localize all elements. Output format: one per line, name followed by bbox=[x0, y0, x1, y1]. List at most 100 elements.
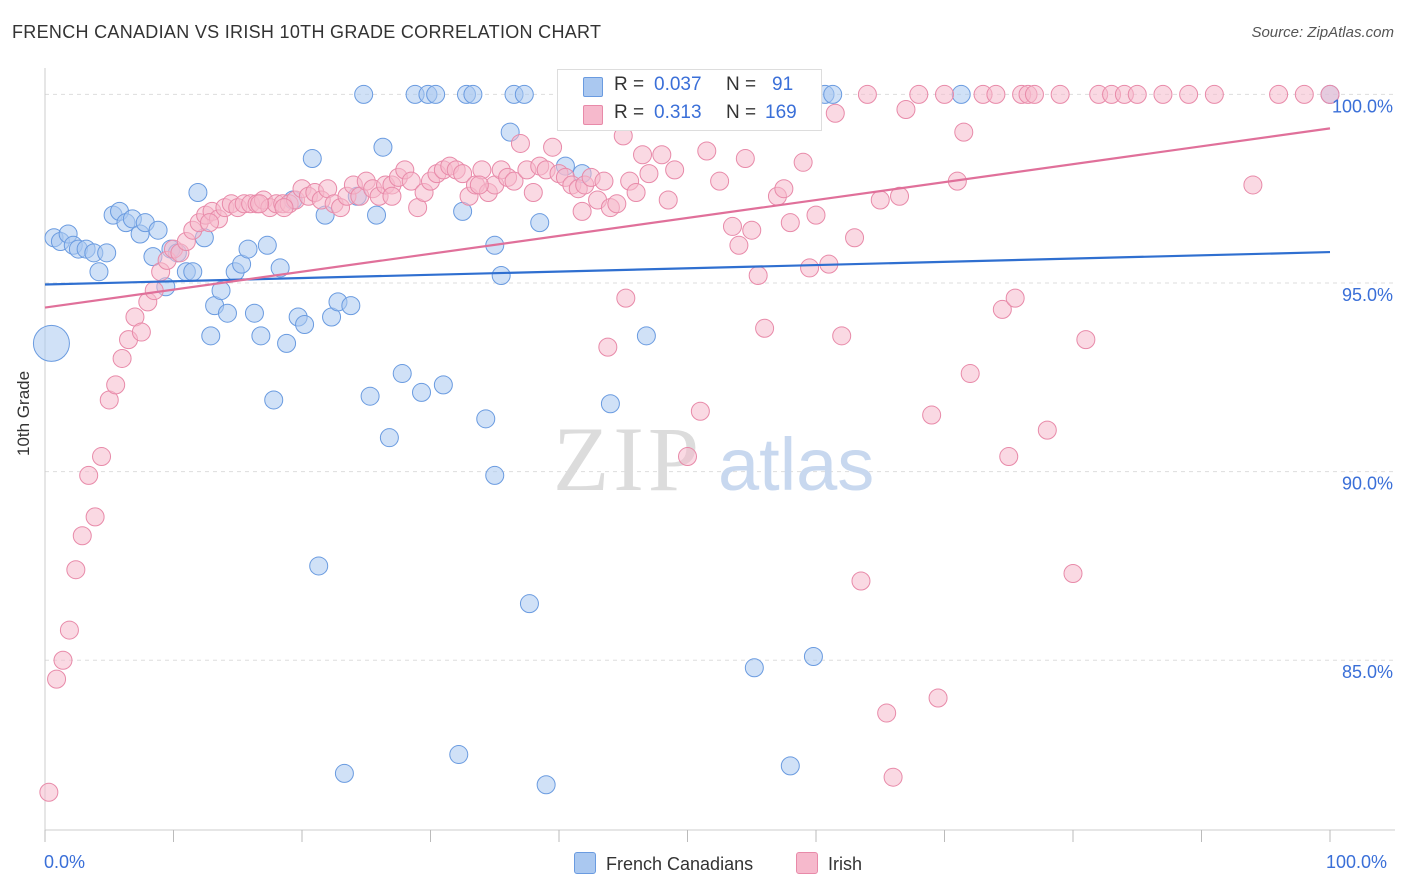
point-irish bbox=[793, 152, 813, 172]
y-tick-label: 90.0% bbox=[1342, 474, 1393, 494]
point-irish bbox=[401, 171, 421, 191]
point-french-canadians bbox=[426, 84, 446, 104]
point-irish bbox=[39, 782, 59, 802]
point-irish bbox=[1294, 84, 1314, 104]
point-french-canadians bbox=[744, 658, 764, 678]
point-irish bbox=[909, 84, 929, 104]
point-irish bbox=[639, 164, 659, 184]
point-irish bbox=[626, 182, 646, 202]
y-tick-label: 85.0% bbox=[1342, 662, 1393, 682]
point-french-canadians bbox=[412, 382, 432, 402]
y-tick-label: 95.0% bbox=[1342, 285, 1393, 305]
point-french-canadians bbox=[379, 428, 399, 448]
point-irish bbox=[92, 447, 112, 467]
legend-swatch-blue bbox=[574, 852, 596, 874]
point-irish bbox=[954, 122, 974, 142]
point-irish bbox=[806, 205, 826, 225]
point-french-canadians bbox=[463, 84, 483, 104]
point-french-canadians bbox=[217, 303, 237, 323]
point-french-canadians bbox=[530, 213, 550, 233]
point-irish bbox=[453, 164, 473, 184]
point-irish bbox=[896, 99, 916, 119]
point-french-canadians bbox=[433, 375, 453, 395]
x-tick-label-min: 0.0% bbox=[44, 852, 86, 872]
point-french-canadians bbox=[485, 465, 505, 485]
point-irish bbox=[935, 84, 954, 104]
point-irish bbox=[250, 194, 270, 214]
point-irish bbox=[382, 186, 402, 206]
point-irish bbox=[1153, 84, 1173, 104]
point-irish bbox=[857, 84, 877, 104]
point-irish bbox=[469, 175, 489, 195]
point-french-canadians bbox=[244, 303, 264, 323]
point-french-canadians bbox=[803, 646, 823, 666]
point-irish bbox=[1024, 84, 1044, 104]
point-irish bbox=[928, 688, 948, 708]
legend-item-french-canadians[interactable]: French Canadians bbox=[574, 852, 753, 875]
point-irish bbox=[616, 288, 636, 308]
series-irish bbox=[39, 84, 1340, 802]
chart-title: FRENCH CANADIAN VS IRISH 10TH GRADE CORR… bbox=[12, 22, 602, 42]
point-french-canadians bbox=[334, 763, 354, 783]
legend-row-french-canadians: R = 0.037 N = 91 bbox=[558, 72, 821, 100]
point-irish bbox=[504, 171, 524, 191]
y-tick-labels: 85.0% 90.0% 95.0% 100.0% bbox=[1332, 96, 1393, 682]
point-irish bbox=[131, 322, 151, 342]
point-irish bbox=[986, 84, 1006, 104]
point-irish bbox=[59, 620, 79, 640]
point-irish bbox=[633, 145, 653, 165]
point-french-canadians bbox=[201, 326, 221, 346]
y-axis-label: 10th Grade bbox=[14, 370, 33, 456]
watermark-zip: ZIP bbox=[553, 408, 703, 510]
point-irish bbox=[47, 669, 67, 689]
point-french-canadians bbox=[392, 364, 412, 384]
point-irish bbox=[992, 299, 1012, 319]
legend-item-irish[interactable]: Irish bbox=[796, 852, 862, 875]
point-irish bbox=[742, 220, 762, 240]
point-irish bbox=[607, 194, 627, 214]
x-tick-label-max: 100.0% bbox=[1326, 852, 1388, 872]
point-irish bbox=[729, 235, 749, 255]
legend-r-label: R = bbox=[614, 102, 645, 123]
axes bbox=[44, 68, 1395, 842]
point-french-canadians bbox=[373, 137, 393, 157]
point-french-canadians bbox=[951, 84, 971, 104]
point-irish bbox=[697, 141, 717, 161]
point-french-canadians bbox=[491, 265, 511, 285]
point-french-canadians bbox=[536, 775, 556, 795]
point-french-canadians bbox=[264, 390, 284, 410]
point-french-canadians bbox=[823, 84, 843, 104]
chart-source: Source: ZipAtlas.com bbox=[1251, 24, 1394, 41]
point-irish bbox=[690, 401, 710, 421]
point-french-canadians bbox=[183, 262, 203, 282]
point-irish bbox=[780, 213, 800, 233]
point-irish bbox=[800, 258, 820, 278]
point-french-canadians bbox=[295, 315, 315, 335]
point-irish bbox=[66, 560, 86, 580]
point-french-canadians bbox=[148, 220, 168, 240]
legend-n-value: 169 bbox=[765, 102, 797, 123]
correlation-legend: R = 0.037 N = 91 R = 0.313 N = 169 bbox=[557, 69, 822, 131]
trend-lines bbox=[44, 127, 1331, 309]
point-irish bbox=[543, 137, 563, 157]
point-french-canadians bbox=[32, 324, 70, 362]
point-irish bbox=[72, 526, 92, 546]
point-irish bbox=[755, 318, 775, 338]
point-irish bbox=[594, 171, 614, 191]
point-french-canadians bbox=[367, 205, 387, 225]
point-french-canadians bbox=[89, 262, 109, 282]
point-irish bbox=[851, 571, 871, 591]
point-irish bbox=[598, 337, 618, 357]
point-french-canadians bbox=[211, 281, 231, 301]
point-irish bbox=[722, 216, 742, 236]
point-french-canadians bbox=[341, 296, 361, 316]
point-irish bbox=[877, 703, 897, 723]
point-french-canadians bbox=[519, 594, 539, 614]
point-french-canadians bbox=[360, 386, 380, 406]
point-irish bbox=[1063, 563, 1083, 583]
point-irish bbox=[1204, 84, 1224, 104]
point-irish bbox=[106, 375, 126, 395]
point-irish bbox=[1269, 84, 1289, 104]
watermark-atlas: atlas bbox=[718, 423, 874, 506]
